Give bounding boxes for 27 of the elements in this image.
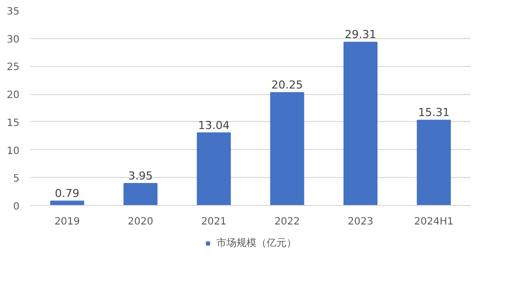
bar	[270, 92, 304, 206]
data-label: 15.31	[418, 106, 450, 120]
bar	[50, 200, 84, 206]
bar	[416, 120, 451, 206]
y-tick-label: 10	[6, 146, 20, 157]
y-tick-label: 0	[13, 202, 20, 212]
legend-label: 市场规模（亿元）	[216, 236, 296, 250]
bar	[196, 132, 231, 206]
y-tick-label: 5	[13, 174, 20, 185]
bar	[124, 182, 158, 206]
x-tick-label: 2019	[54, 216, 80, 228]
data-label: 20.25	[271, 78, 303, 92]
data-label: 3.95	[128, 169, 153, 182]
y-tick-label: 15	[6, 118, 20, 129]
data-label: 13.04	[198, 118, 230, 132]
bar	[344, 42, 378, 206]
x-tick-label: 2020	[128, 216, 154, 228]
y-tick-label: 20	[6, 90, 20, 102]
x-tick-label: 2021	[201, 216, 227, 228]
data-label: 29.31	[344, 28, 376, 42]
y-tick-label: 30	[6, 34, 20, 46]
y-tick-label: 25	[6, 62, 20, 74]
x-tick-label: 2024H1	[414, 216, 454, 228]
x-tick-label: 2023	[348, 216, 374, 228]
x-tick-label: 2022	[274, 216, 300, 228]
y-tick-label: 35	[6, 6, 20, 18]
data-label: 0.79	[54, 187, 80, 200]
